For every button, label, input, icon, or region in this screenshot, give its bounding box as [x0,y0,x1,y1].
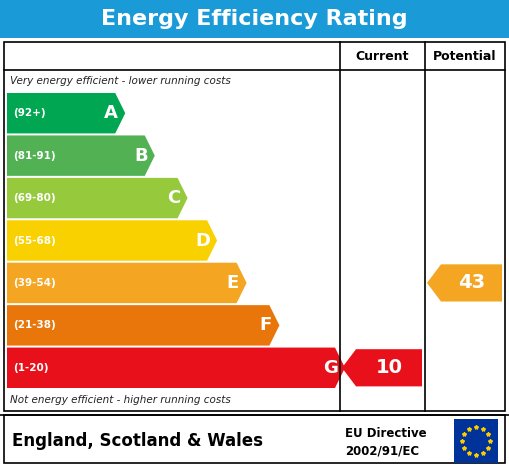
Text: (39-54): (39-54) [13,278,56,288]
Bar [0,415,509,467]
Bar [454,419,498,463]
Bar [0,0,509,38]
Text: (1-20): (1-20) [13,363,48,373]
Text: G: G [324,359,338,377]
Text: 43: 43 [458,274,485,292]
Bar [4,415,505,463]
Text: C: C [167,189,180,207]
Polygon shape [7,135,155,176]
Text: Current: Current [356,50,409,63]
Text: Very energy efficient - lower running costs: Very energy efficient - lower running co… [10,76,231,86]
Text: F: F [259,316,271,334]
Text: (92+): (92+) [13,108,46,118]
Text: Not energy efficient - higher running costs: Not energy efficient - higher running co… [10,395,231,405]
Polygon shape [342,349,422,386]
Polygon shape [7,178,187,218]
Text: (55-68): (55-68) [13,235,56,246]
Text: E: E [227,274,239,292]
Text: EU Directive: EU Directive [345,427,427,440]
Polygon shape [427,264,502,302]
Polygon shape [7,347,345,388]
Text: England, Scotland & Wales: England, Scotland & Wales [12,432,263,450]
Text: Potential: Potential [433,50,497,63]
Text: B: B [134,147,148,165]
Text: (81-91): (81-91) [13,151,55,161]
Text: D: D [195,232,211,249]
Bar [4,42,505,411]
Polygon shape [7,93,125,134]
Text: (21-38): (21-38) [13,320,56,330]
Text: 2002/91/EC: 2002/91/EC [345,445,419,458]
Text: (69-80): (69-80) [13,193,55,203]
Text: A: A [104,104,118,122]
Text: 10: 10 [376,358,403,377]
Text: Energy Efficiency Rating: Energy Efficiency Rating [101,9,408,29]
Polygon shape [7,305,279,346]
Polygon shape [7,263,246,303]
Polygon shape [7,220,217,261]
